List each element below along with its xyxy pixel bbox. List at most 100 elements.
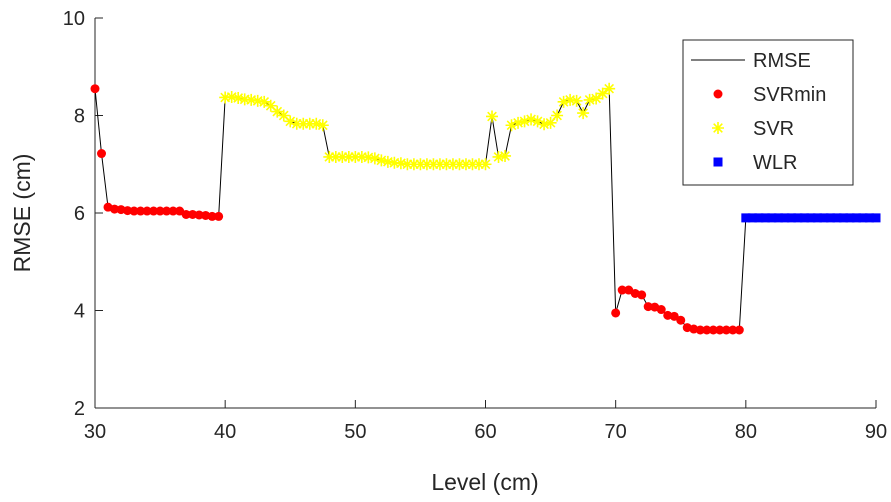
marker [149, 206, 159, 216]
legend-swatch [712, 122, 724, 134]
marker [355, 150, 368, 163]
marker [780, 213, 790, 223]
marker [505, 119, 518, 132]
marker [245, 93, 258, 106]
marker [603, 82, 616, 95]
y-tick-label: 6 [74, 203, 85, 225]
marker [728, 325, 738, 335]
x-tick-label: 70 [605, 421, 627, 443]
marker [557, 95, 570, 108]
marker [368, 152, 381, 165]
x-tick-label: 50 [344, 421, 366, 443]
marker [851, 213, 861, 223]
marker [472, 158, 485, 171]
marker [207, 211, 217, 221]
marker [162, 206, 172, 216]
marker [734, 325, 744, 335]
marker [825, 213, 835, 223]
legend-label: SVR [753, 118, 794, 140]
marker [525, 113, 538, 126]
marker [793, 213, 803, 223]
marker [538, 118, 551, 131]
y-tick-label: 10 [63, 8, 85, 30]
marker [381, 155, 394, 168]
marker [388, 156, 401, 169]
marker [394, 157, 407, 170]
marker [676, 315, 686, 325]
marker [310, 117, 323, 130]
marker [512, 116, 525, 129]
marker [214, 211, 224, 221]
marker [446, 158, 459, 171]
marker [544, 116, 557, 129]
x-tick-label: 60 [474, 421, 496, 443]
x-tick-label: 80 [735, 421, 757, 443]
marker [433, 158, 446, 171]
marker [715, 325, 725, 335]
marker [427, 158, 440, 171]
marker [643, 302, 653, 312]
marker [518, 115, 531, 128]
marker [277, 109, 290, 122]
y-tick-label: 4 [74, 301, 85, 323]
marker [551, 109, 564, 122]
marker [695, 325, 705, 335]
marker [492, 150, 505, 163]
marker [741, 213, 751, 223]
marker [329, 150, 342, 163]
marker [336, 150, 349, 163]
marker [617, 285, 627, 295]
y-tick-label: 8 [74, 106, 85, 128]
marker [747, 213, 757, 223]
marker [590, 92, 603, 105]
marker [754, 213, 764, 223]
marker [264, 99, 277, 112]
legend: RMSE SVRmin SVR WLR [682, 39, 854, 186]
marker [773, 213, 783, 223]
marker [656, 305, 666, 315]
marker [188, 209, 198, 219]
marker [577, 107, 590, 120]
marker [90, 84, 100, 94]
legend-swatch [713, 157, 723, 167]
marker [290, 117, 303, 130]
marker [238, 93, 251, 106]
marker [258, 95, 271, 108]
marker [440, 158, 453, 171]
marker [864, 213, 874, 223]
marker [316, 119, 329, 132]
legend-label: SVRmin [753, 84, 826, 106]
marker [669, 311, 679, 321]
marker [323, 150, 336, 163]
marker [596, 87, 609, 100]
marker [708, 325, 718, 335]
legend-label: WLR [753, 152, 797, 174]
marker [570, 94, 583, 107]
marker [760, 213, 770, 223]
marker [297, 117, 310, 130]
marker [129, 206, 139, 216]
marker [194, 210, 204, 220]
marker [832, 213, 842, 223]
marker [721, 325, 731, 335]
marker [845, 213, 855, 223]
marker [401, 158, 414, 171]
marker [232, 91, 245, 104]
marker [858, 213, 868, 223]
x-tick-label: 90 [865, 421, 887, 443]
marker [123, 206, 133, 216]
marker [564, 93, 577, 106]
marker [110, 204, 120, 214]
marker [583, 93, 596, 106]
marker [459, 158, 472, 171]
marker [251, 94, 264, 107]
marker [611, 308, 621, 318]
marker [349, 150, 362, 163]
marker [97, 149, 107, 159]
marker [453, 158, 466, 171]
legend-label: RMSE [753, 50, 811, 72]
marker [767, 213, 777, 223]
marker [806, 213, 816, 223]
legend-swatch [713, 89, 723, 99]
